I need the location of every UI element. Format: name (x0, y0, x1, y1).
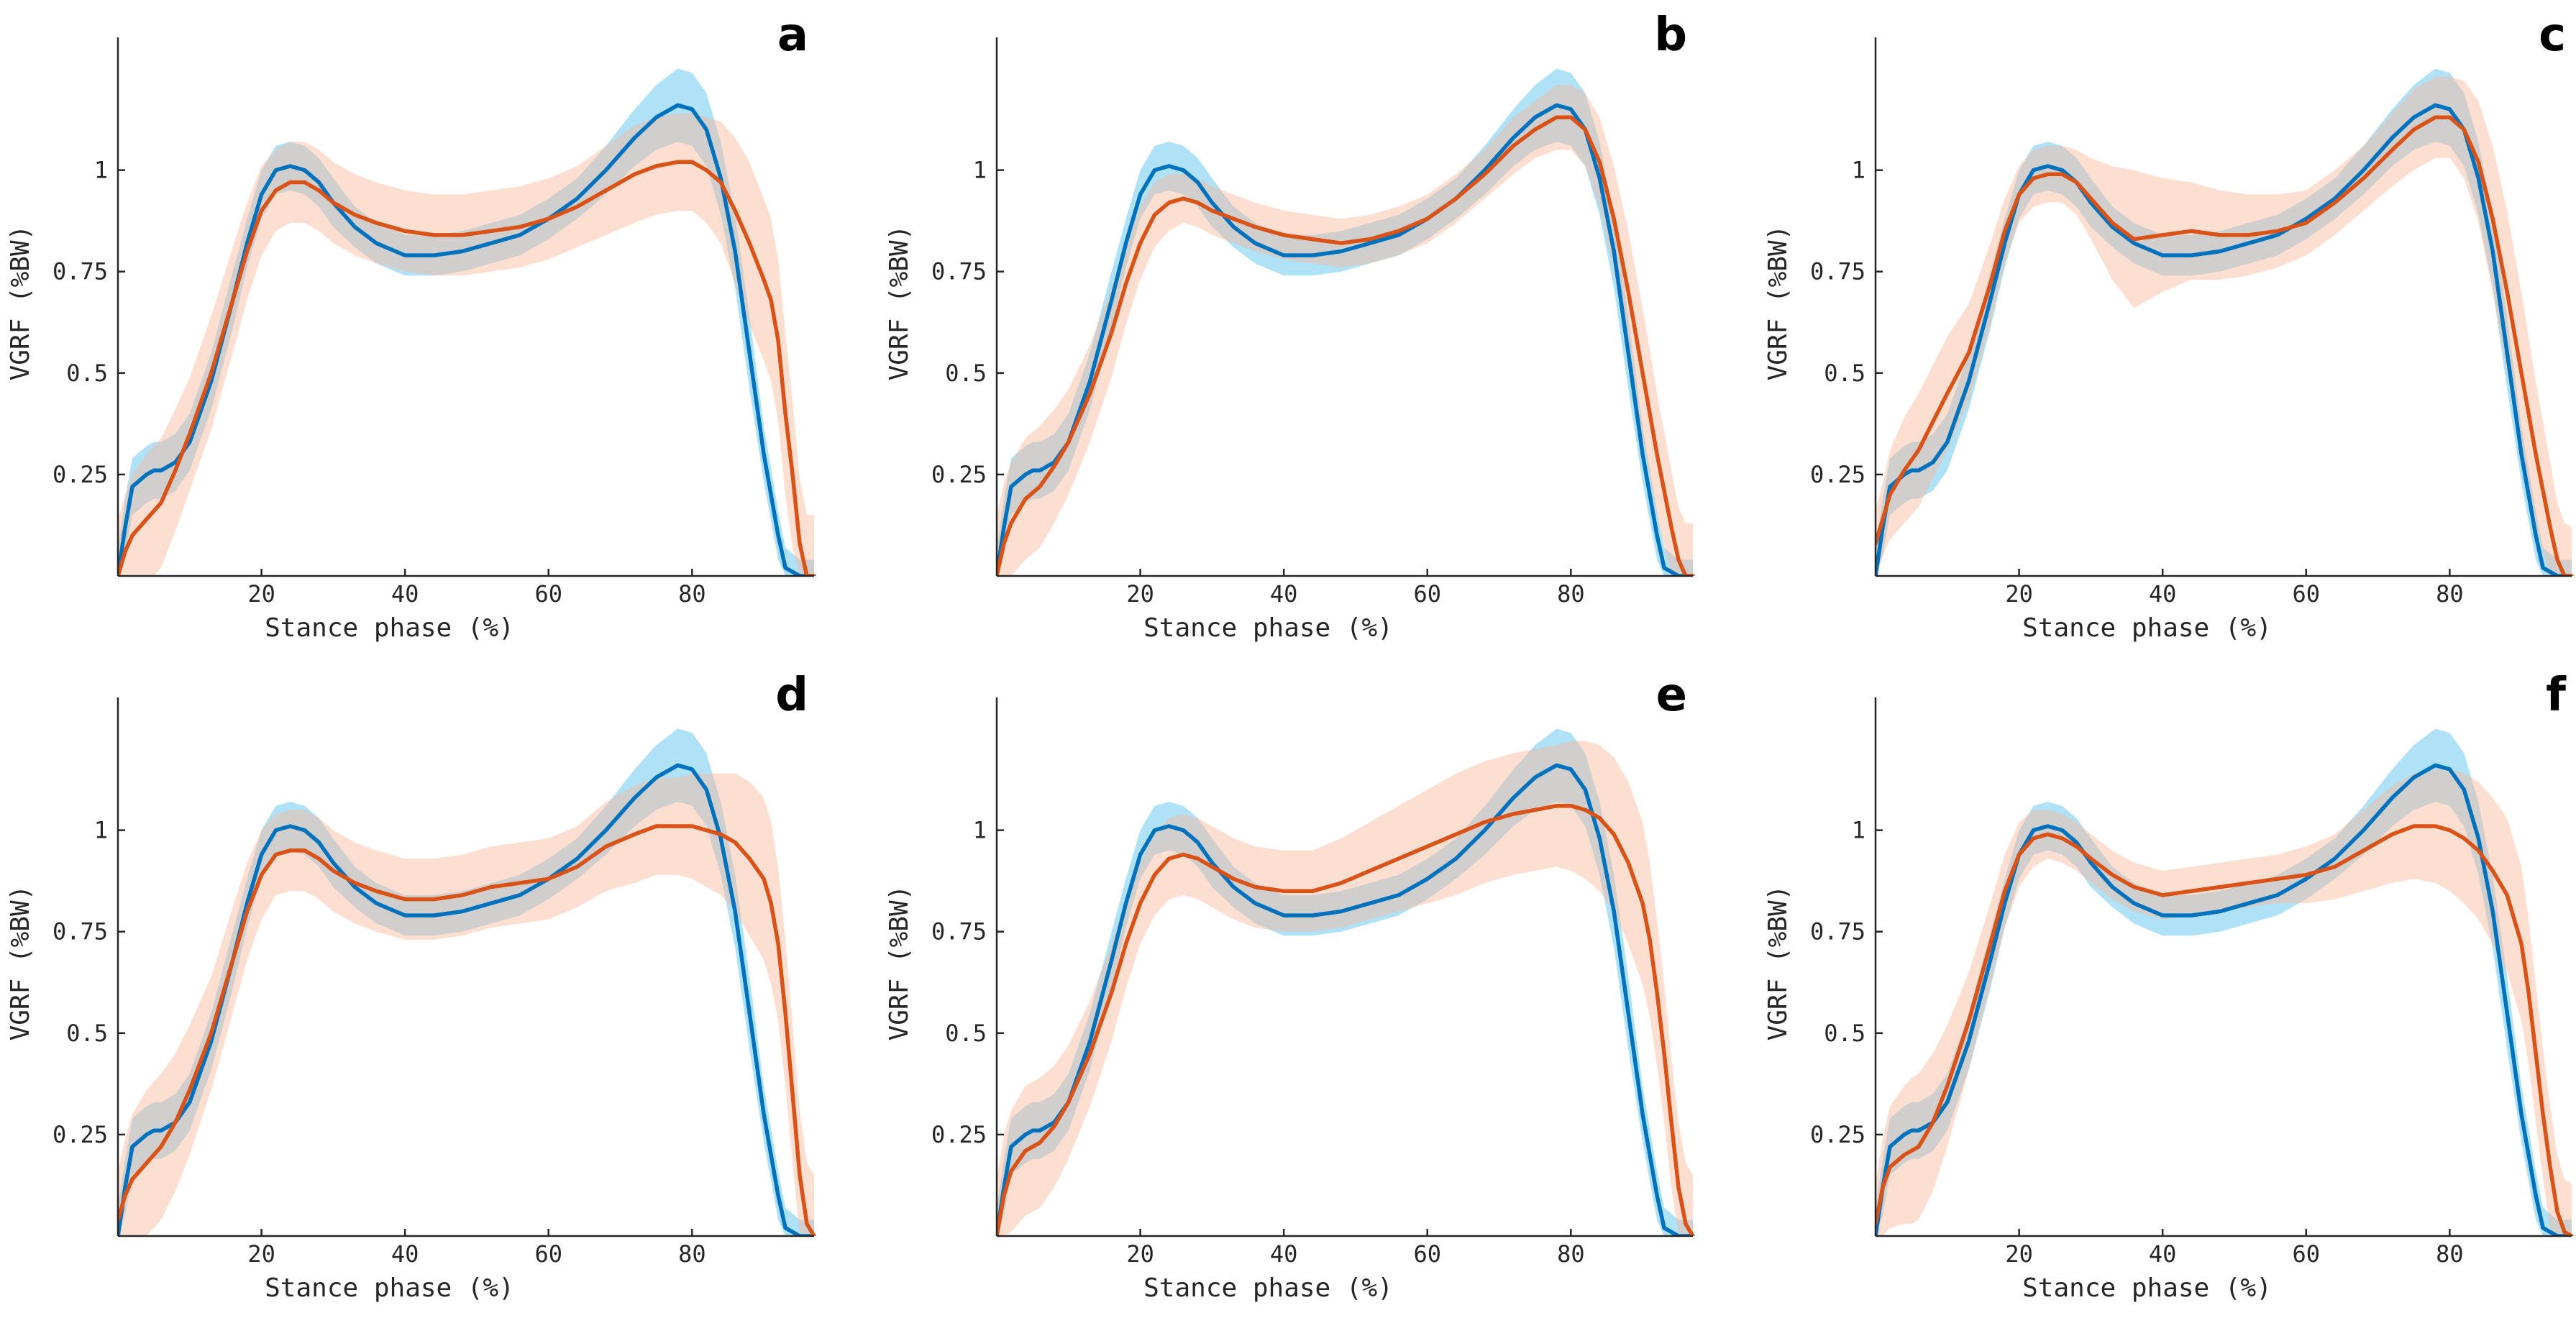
line-orange (1876, 115, 2574, 576)
plot-area (118, 68, 816, 576)
y-tick-label: 0.25 (52, 1121, 108, 1148)
y-tick-label: 0.25 (931, 1121, 987, 1148)
panel-a: 20 40 60 80 0.25 0.5 0.75 1 Stance phase (%) VGRF… (6, 9, 816, 643)
x-tick-label: 60 (534, 580, 562, 608)
y-axis-title: VGRF (%BW) (885, 225, 914, 381)
x-tick-label: 20 (247, 1240, 275, 1268)
y-tick-label: 0.75 (931, 918, 987, 946)
plot-area (1876, 728, 2574, 1236)
panel-letter: a (777, 9, 808, 62)
x-tick-label: 80 (1557, 1240, 1585, 1268)
x-tick-label: 40 (391, 580, 419, 608)
band-orange (997, 741, 1693, 1236)
line-blue (1876, 103, 2574, 576)
panel-letter: d (775, 669, 808, 722)
y-tick-label: 1 (1852, 817, 1865, 844)
y-tick-label: 0.5 (945, 360, 987, 387)
y-axis-title: VGRF (%BW) (6, 225, 35, 381)
line-orange (118, 160, 816, 576)
y-axis-title: VGRF (%BW) (1763, 885, 1793, 1041)
y-tick-label: 1 (94, 157, 108, 184)
y-tick-label: 0.25 (1810, 1121, 1865, 1148)
x-axis-title: Stance phase (%) (1143, 613, 1393, 643)
x-axis-title: Stance phase (%) (2022, 1273, 2272, 1303)
x-tick-label: 80 (678, 580, 706, 608)
y-axis-title: VGRF (%BW) (1763, 225, 1793, 381)
plot-area (997, 728, 1695, 1236)
line-blue (118, 763, 816, 1236)
band-orange (1876, 76, 2572, 576)
line-orange (118, 824, 816, 1236)
y-tick-label: 0.5 (1824, 1020, 1865, 1047)
y-tick-label: 0.5 (66, 360, 108, 387)
line-blue (1876, 763, 2574, 1236)
panel-letter: c (2539, 9, 2566, 62)
y-tick-label: 1 (973, 157, 987, 184)
y-tick-label: 1 (94, 817, 108, 844)
y-tick-label: 1 (973, 817, 987, 844)
x-tick-label: 80 (2436, 1240, 2464, 1268)
x-tick-label: 40 (2149, 580, 2177, 608)
y-tick-label: 1 (1852, 157, 1865, 184)
panel-f: 20 40 60 80 0.25 0.5 0.75 1 Stance phase (%) VGRF… (1763, 669, 2574, 1303)
y-tick-label: 0.75 (931, 258, 987, 285)
y-tick-label: 0.75 (1810, 918, 1865, 946)
y-tick-label: 0.5 (1824, 360, 1865, 387)
x-tick-label: 20 (2005, 1240, 2033, 1268)
x-tick-label: 60 (534, 1240, 562, 1268)
line-orange (997, 803, 1695, 1236)
y-tick-label: 0.25 (1810, 461, 1865, 488)
line-orange (997, 115, 1695, 576)
plot-area (997, 68, 1695, 576)
x-tick-label: 80 (2436, 580, 2464, 608)
x-tick-label: 60 (2292, 580, 2320, 608)
y-tick-label: 0.25 (931, 461, 987, 488)
line-orange (1876, 824, 2574, 1236)
panel-letter: b (1654, 9, 1687, 62)
band-orange (118, 773, 814, 1236)
x-tick-label: 40 (2149, 1240, 2177, 1268)
panel-e: 20 40 60 80 0.25 0.5 0.75 1 Stance phase (%) VGRF… (885, 669, 1695, 1303)
y-axis-title: VGRF (%BW) (6, 885, 35, 1041)
x-tick-label: 40 (391, 1240, 419, 1268)
y-tick-label: 0.25 (52, 461, 108, 488)
panel-c: 20 40 60 80 0.25 0.5 0.75 1 Stance phase (%) VGRF… (1763, 9, 2574, 643)
x-axis-title: Stance phase (%) (265, 613, 514, 643)
plot-area (1876, 68, 2574, 576)
x-axis-title: Stance phase (%) (265, 1273, 514, 1303)
panel-letter: f (2546, 669, 2567, 722)
y-tick-label: 0.75 (52, 258, 108, 285)
x-tick-label: 20 (1126, 1240, 1154, 1268)
band-orange (118, 113, 814, 576)
x-tick-label: 20 (1126, 580, 1154, 608)
x-tick-label: 40 (1270, 1240, 1298, 1268)
panel-b: 20 40 60 80 0.25 0.5 0.75 1 Stance phase (%) VGRF… (885, 9, 1695, 643)
y-axis-title: VGRF (%BW) (885, 885, 914, 1041)
y-tick-label: 0.5 (66, 1020, 108, 1047)
panel-d: 20 40 60 80 0.25 0.5 0.75 1 Stance phase (%) VGRF… (6, 669, 816, 1303)
band-orange (997, 85, 1693, 576)
x-tick-label: 40 (1270, 580, 1298, 608)
x-tick-label: 20 (2005, 580, 2033, 608)
x-tick-label: 80 (678, 1240, 706, 1268)
x-axis-title: Stance phase (%) (2022, 613, 2272, 643)
y-tick-label: 0.75 (1810, 258, 1865, 285)
band-orange (1876, 769, 2572, 1236)
plot-area (118, 728, 816, 1236)
x-tick-label: 60 (1413, 580, 1441, 608)
x-tick-label: 20 (247, 580, 275, 608)
panel-letter: e (1656, 669, 1687, 722)
x-tick-label: 60 (2292, 1240, 2320, 1268)
x-tick-label: 80 (1557, 580, 1585, 608)
x-axis-title: Stance phase (%) (1143, 1273, 1393, 1303)
x-tick-label: 60 (1413, 1240, 1441, 1268)
y-tick-label: 0.75 (52, 918, 108, 946)
y-tick-label: 0.5 (945, 1020, 987, 1047)
